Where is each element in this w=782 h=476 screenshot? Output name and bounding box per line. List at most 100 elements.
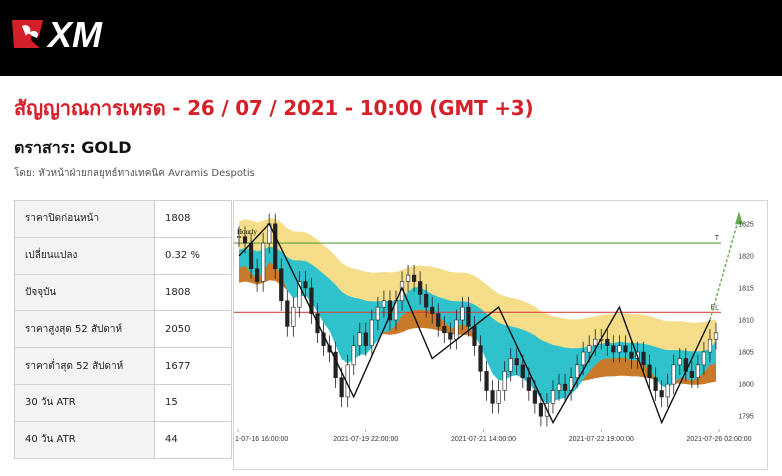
- stat-value: 1677: [154, 347, 232, 385]
- stats-row: 30 วัน ATR 15: [14, 383, 232, 422]
- y-tick-label: 1805: [738, 350, 754, 357]
- candle-body: [351, 345, 356, 366]
- candle-body: [309, 287, 314, 314]
- stats-row: เปลี่ยนแปลง 0.32 %: [14, 236, 232, 275]
- candle-body: [261, 242, 266, 282]
- candle-body: [623, 345, 628, 353]
- stat-value: 2050: [154, 310, 232, 349]
- candle-body: [641, 351, 646, 366]
- candle-body: [532, 390, 537, 404]
- brand-bar: XM: [0, 0, 782, 76]
- candle-body: [653, 377, 658, 391]
- stat-value: 1808: [154, 273, 232, 312]
- x-tick-label: 2021-07-21 14:00:00: [451, 436, 516, 443]
- y-tick-label: 1815: [738, 285, 754, 292]
- candle-body: [369, 319, 374, 346]
- level-label: EL: [710, 304, 719, 311]
- candle-body: [520, 364, 525, 379]
- candle-body: [285, 300, 290, 327]
- candle-body: [363, 332, 368, 346]
- candle-body: [297, 281, 302, 308]
- x-tick-label: 2021-07-26 02:00:00: [687, 436, 752, 443]
- candle-body: [508, 358, 513, 372]
- chart-title: Hourly: [237, 228, 257, 236]
- x-tick-label: 2021-07-22 19:00:00: [569, 436, 634, 443]
- candle-body: [526, 377, 531, 391]
- candle-body: [514, 358, 519, 366]
- stat-value: 1808: [154, 200, 232, 238]
- candle-body: [490, 390, 495, 404]
- candle-body: [472, 326, 477, 346]
- stats-row: ราคาต่ำสุด 52 สัปดาห์ 1677: [14, 347, 232, 385]
- stat-value: 0.32 %: [154, 236, 232, 275]
- candle-body: [484, 370, 489, 391]
- candle-body: [424, 294, 429, 308]
- candle-body: [550, 390, 556, 404]
- price-chart: T EL Hourly 1795 1800 1805 1810 1815 1820 1825 1-0…: [233, 200, 768, 470]
- candle-body: [466, 306, 471, 327]
- candle-body: [418, 281, 423, 295]
- candle-body: [279, 268, 284, 302]
- candle-body: [291, 306, 296, 327]
- stat-label: ราคาปิดก่อนหน้า: [14, 200, 155, 238]
- upper-band-area: [239, 218, 716, 360]
- stat-label: 30 วัน ATR: [14, 383, 155, 422]
- stat-value: 44: [154, 420, 232, 459]
- projection-arrow: [735, 211, 743, 225]
- candle-body: [381, 300, 387, 308]
- candle-body: [647, 364, 652, 379]
- candle-body: [587, 345, 592, 353]
- candle-body: [611, 345, 616, 353]
- stats-row: ปัจจุบัน 1808: [14, 273, 232, 312]
- candle-body: [454, 319, 459, 340]
- candle-body: [496, 390, 501, 404]
- candle-body: [405, 274, 411, 282]
- candle-body: [593, 338, 598, 346]
- candle-body: [339, 377, 344, 398]
- stats-row: ราคาปิดก่อนหน้า 1808: [14, 200, 232, 238]
- level-label: T: [715, 235, 720, 242]
- candle-body: [236, 236, 242, 238]
- stat-label: เปลี่ยนแปลง: [14, 236, 155, 275]
- candle-body: [460, 306, 465, 321]
- candle-body: [436, 313, 441, 327]
- chart-svg: T EL Hourly 1795 1800 1805 1810 1815 1820 1825 1-0…: [234, 211, 754, 443]
- candle-body: [575, 364, 580, 379]
- candle-body: [412, 274, 417, 282]
- candle-body: [677, 358, 682, 366]
- candle-body: [502, 370, 507, 391]
- cloud-area: [239, 246, 716, 404]
- logo-text: XM: [46, 14, 103, 54]
- zigzag-line: [238, 222, 711, 425]
- stat-value: 15: [154, 383, 232, 422]
- candle-body: [605, 338, 610, 346]
- candle-body: [538, 403, 543, 417]
- stats-row: ราคาสูงสุด 52 สัปดาห์ 2050: [14, 310, 232, 349]
- candle-body: [671, 364, 676, 385]
- candle-body: [581, 351, 586, 366]
- candle-body: [617, 345, 622, 353]
- x-tick-label: 2021-07-19 22:00:00: [333, 436, 398, 443]
- candle-body: [448, 332, 453, 340]
- y-tick-label: 1820: [738, 253, 754, 260]
- candle-body: [659, 390, 664, 398]
- candle-body: [665, 383, 670, 398]
- x-tick-label: 1-07-16 16:00:00: [235, 436, 288, 443]
- candle-body: [478, 345, 483, 372]
- candle-body: [701, 351, 707, 366]
- candle-body: [442, 326, 447, 334]
- candle-body: [629, 351, 634, 359]
- candle-body: [713, 332, 719, 340]
- xm-logo[interactable]: XM: [10, 14, 135, 54]
- candle-body: [357, 332, 362, 346]
- stat-label: ราคาสูงสุด 52 สัปดาห์: [14, 310, 155, 349]
- candle-body: [248, 242, 254, 270]
- y-tick-label: 1810: [738, 318, 754, 325]
- candle-body: [689, 370, 694, 379]
- y-tick-label: 1795: [738, 414, 754, 421]
- stat-label: ปัจจุบัน: [14, 273, 155, 312]
- stats-row: 40 วัน ATR 44: [14, 420, 232, 459]
- instrument-heading: ตราสาร: GOLD: [14, 138, 132, 157]
- candle-body: [303, 281, 308, 289]
- stat-label: ราคาต่ำสุด 52 สัปดาห์: [14, 347, 155, 385]
